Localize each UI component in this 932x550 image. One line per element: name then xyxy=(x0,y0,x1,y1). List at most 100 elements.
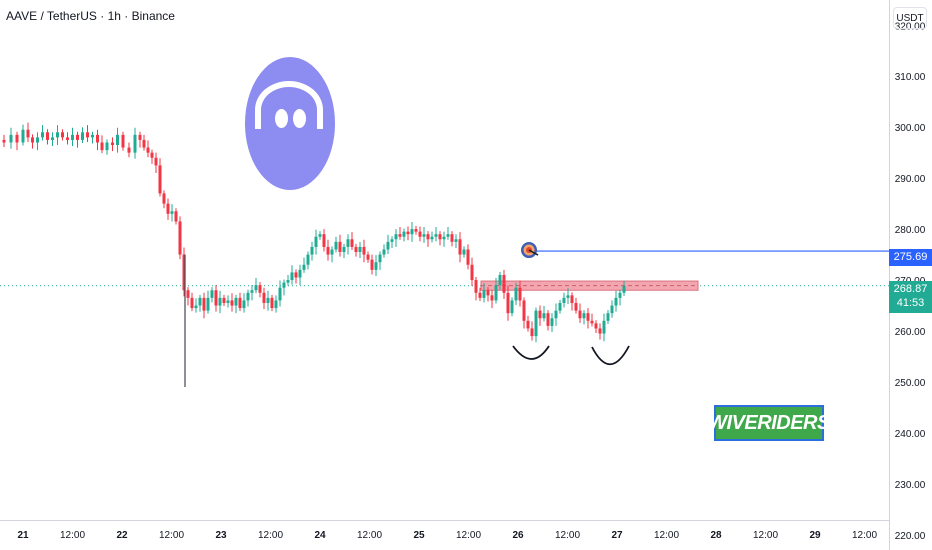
candle-body xyxy=(542,313,546,319)
candle-body xyxy=(258,285,262,293)
candle-body xyxy=(121,134,125,148)
candle-body xyxy=(454,239,458,242)
candle-body xyxy=(358,246,362,253)
candle-body xyxy=(214,290,218,306)
candle-body xyxy=(254,285,258,291)
candle-body xyxy=(66,137,69,140)
currency-button[interactable]: USDT xyxy=(893,7,927,29)
candle-body xyxy=(434,234,438,237)
candle-body xyxy=(322,234,326,247)
candle-body xyxy=(15,134,19,143)
candle-body xyxy=(127,147,131,153)
candle-body xyxy=(290,272,294,281)
x-tick-label: 27 xyxy=(611,530,623,541)
symbol-title[interactable]: AAVE / TetherUS · 1h · Binance xyxy=(6,9,175,23)
y-tick-label: 280.00 xyxy=(895,225,926,236)
candle-body xyxy=(182,254,186,291)
candle-body xyxy=(518,287,522,301)
x-tick-label: 12:00 xyxy=(258,530,283,541)
x-tick-label: 12:00 xyxy=(555,530,580,541)
candle-body xyxy=(222,297,226,303)
candle-body xyxy=(482,290,486,298)
candle-body xyxy=(206,297,210,311)
watermark-logo: WIVERIDERS xyxy=(708,405,830,441)
x-tick-label: 12:00 xyxy=(654,530,679,541)
candle-body xyxy=(36,137,39,143)
candle-body xyxy=(194,305,198,309)
candle-body xyxy=(382,249,386,255)
candle-body xyxy=(9,134,13,143)
y-tick-label: 240.00 xyxy=(895,429,926,440)
candle-body xyxy=(202,297,206,311)
current-price-value: 268.87 xyxy=(893,283,928,295)
y-tick-label: 300.00 xyxy=(895,123,926,134)
candle-body xyxy=(606,313,610,321)
candle-body xyxy=(430,236,434,240)
candle-body xyxy=(598,328,602,334)
candle-body xyxy=(498,274,502,286)
candle-body xyxy=(418,231,422,237)
candle-body xyxy=(550,318,554,326)
candle-body xyxy=(56,132,59,138)
candle-body xyxy=(538,310,542,319)
candle-body xyxy=(610,305,614,314)
candle-body xyxy=(450,234,454,242)
candle-body xyxy=(486,290,490,296)
candle-body xyxy=(546,313,550,326)
target-icon-arrow xyxy=(528,249,539,256)
candle-body xyxy=(582,313,586,319)
candle-body xyxy=(370,259,374,270)
candle-body xyxy=(46,132,49,140)
candle-body xyxy=(306,254,310,265)
candle-body xyxy=(298,269,302,278)
candle-body xyxy=(366,254,370,260)
candle-body xyxy=(342,246,346,253)
candle-body xyxy=(250,290,254,293)
candle-body xyxy=(562,297,566,303)
x-tick-label: 23 xyxy=(215,530,227,541)
candle-body xyxy=(154,157,158,166)
candle-body xyxy=(162,193,166,204)
x-tick-label: 21 xyxy=(17,530,29,541)
x-tick-label: 12:00 xyxy=(852,530,877,541)
candle-body xyxy=(218,297,222,306)
candle-body xyxy=(278,287,282,301)
candle-body xyxy=(554,310,558,319)
candle-body xyxy=(71,134,74,140)
candle-body xyxy=(618,292,622,298)
candle-body xyxy=(502,274,506,293)
y-tick-label: 230.00 xyxy=(895,480,926,491)
countdown-timer: 41:53 xyxy=(896,297,925,309)
candle-body xyxy=(150,152,154,158)
candle-body xyxy=(262,292,266,303)
x-tick-label: 12:00 xyxy=(357,530,382,541)
candle-body xyxy=(594,323,598,329)
candle-body xyxy=(494,285,498,301)
candle-body xyxy=(330,249,334,255)
x-tick-label: 28 xyxy=(710,530,722,541)
candle-body xyxy=(362,246,366,255)
candle-body xyxy=(402,231,406,237)
candle-body xyxy=(558,302,562,311)
candle-body xyxy=(474,280,478,293)
candle-body xyxy=(446,234,450,237)
candle-body xyxy=(138,134,142,140)
candle-body xyxy=(386,241,390,250)
pattern-head-curve xyxy=(591,345,630,365)
candle-body xyxy=(414,229,418,232)
candle-body xyxy=(318,234,322,237)
candle-body xyxy=(100,142,104,151)
candle-body xyxy=(338,241,342,253)
candle-body xyxy=(466,249,470,265)
candle-body xyxy=(91,134,94,138)
candle-body xyxy=(470,264,474,281)
y-tick-label: 220.00 xyxy=(895,531,926,542)
candle-body xyxy=(21,129,25,143)
candle-body xyxy=(238,297,242,309)
candle-body xyxy=(270,297,274,309)
candle-body xyxy=(198,297,202,306)
candle-body xyxy=(230,300,234,306)
candle-body xyxy=(166,203,170,214)
candle-body xyxy=(410,229,414,235)
